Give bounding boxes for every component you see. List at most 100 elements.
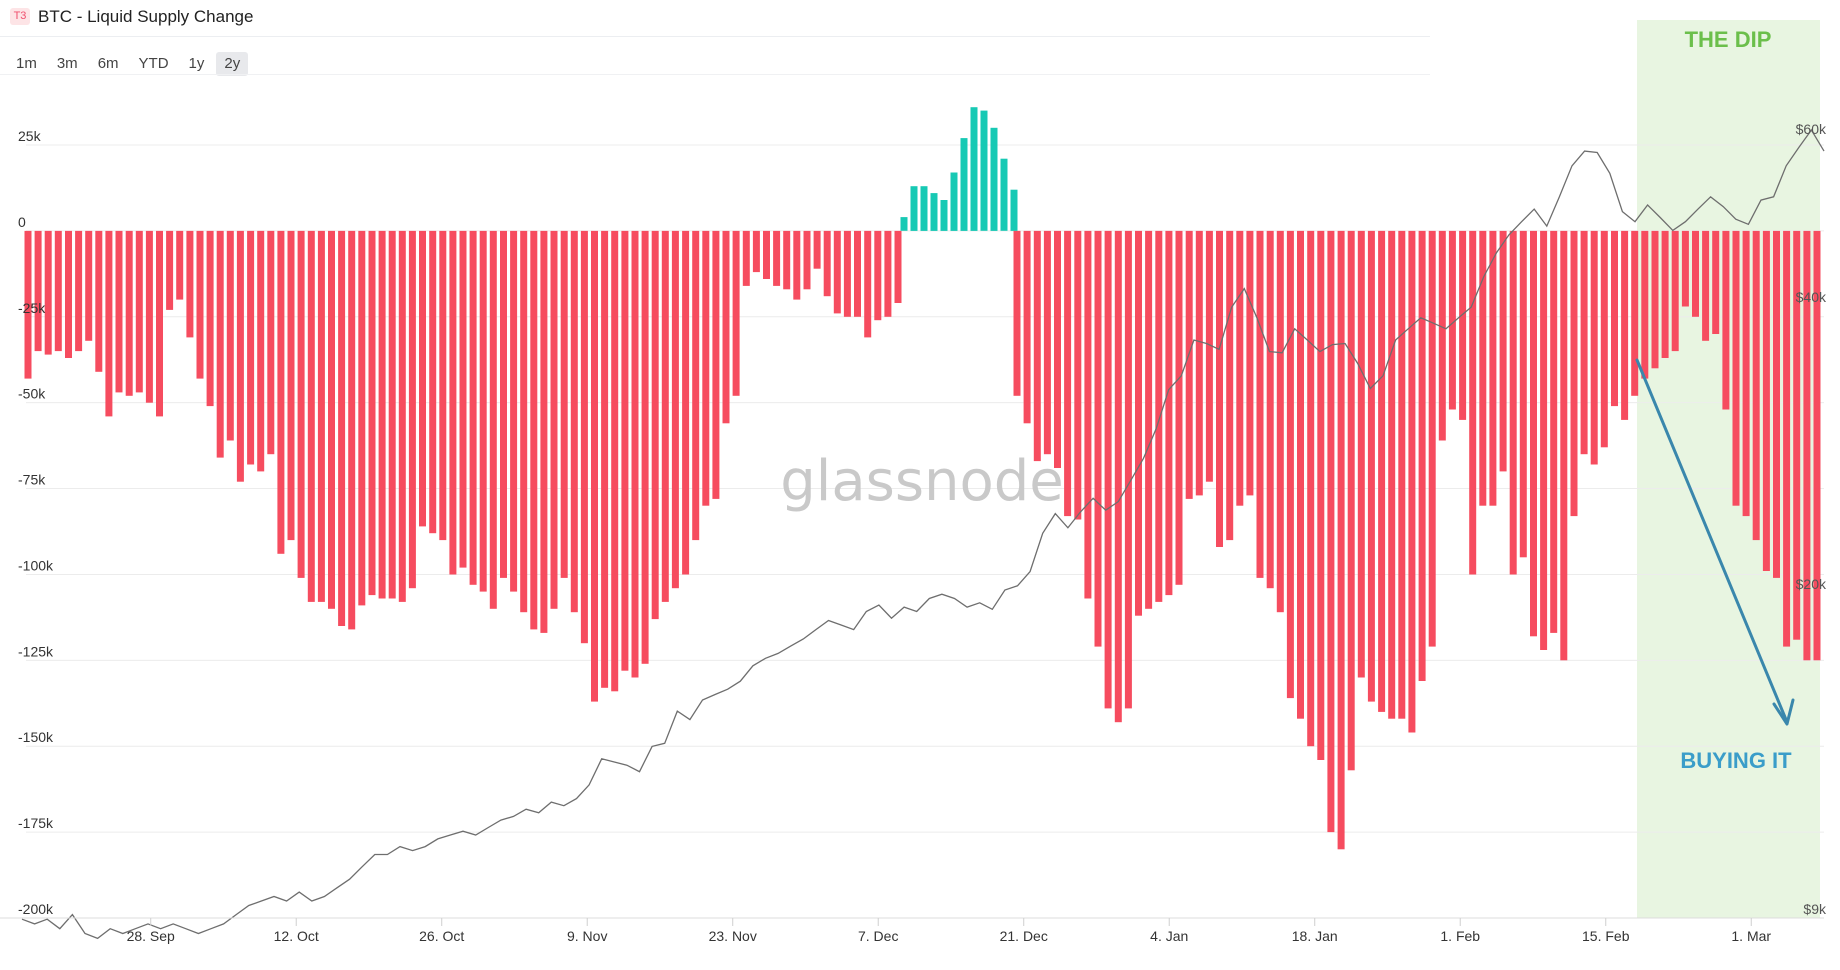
supply-bar — [560, 230, 568, 578]
dip-zone — [1637, 20, 1820, 918]
supply-bar — [732, 230, 740, 396]
chart-header: T3 BTC - Liquid Supply Change — [0, 0, 1430, 37]
supply-bar — [591, 230, 598, 702]
supply-bar — [1367, 230, 1375, 702]
supply-bar — [621, 230, 629, 671]
supply-bar — [419, 230, 426, 527]
supply-bar — [439, 230, 447, 541]
supply-bar — [1388, 230, 1396, 719]
y-tick-label: -75k — [18, 472, 46, 488]
supply-bar — [1337, 230, 1345, 850]
supply-bar — [843, 230, 851, 317]
supply-bar — [1560, 230, 1568, 661]
supply-bar — [920, 186, 928, 231]
x-tick-label: 21. Dec — [1000, 928, 1048, 944]
supply-bar — [1540, 230, 1548, 650]
supply-bar — [206, 230, 214, 407]
supply-bar — [864, 230, 872, 338]
supply-bar — [712, 230, 720, 499]
supply-bar — [459, 230, 467, 568]
supply-bar — [1783, 230, 1791, 647]
supply-bar — [1793, 230, 1801, 640]
y-tick-label: -175k — [18, 815, 54, 831]
x-tick-label: 1. Feb — [1440, 928, 1480, 944]
supply-bar — [1000, 158, 1008, 231]
supply-bar — [1489, 230, 1497, 506]
range-6m[interactable]: 6m — [97, 55, 119, 72]
supply-bar — [297, 230, 305, 578]
supply-bar — [348, 230, 356, 630]
supply-bar — [651, 230, 659, 620]
supply-bar — [1813, 230, 1821, 661]
supply-bar — [1509, 230, 1517, 575]
supply-bar — [1803, 230, 1811, 661]
supply-bar — [95, 230, 103, 372]
supply-bar — [910, 186, 918, 231]
supply-bar — [1459, 230, 1467, 420]
supply-bar — [1519, 230, 1527, 558]
supply-bar — [1600, 230, 1608, 448]
supply-bar — [1074, 230, 1082, 520]
supply-bar — [1013, 230, 1021, 396]
supply-bar — [1499, 230, 1507, 472]
supply-bar — [1033, 230, 1041, 462]
supply-bar — [950, 172, 958, 231]
supply-bar — [449, 230, 457, 575]
supply-bar — [1236, 230, 1244, 506]
price-tick-label: $20k — [1796, 576, 1827, 592]
supply-bar — [601, 230, 609, 688]
supply-bar — [24, 230, 32, 379]
supply-bar — [1641, 230, 1649, 379]
range-2y[interactable]: 2y — [216, 52, 249, 76]
y-tick-label: -25k — [18, 300, 46, 316]
supply-bar — [1145, 230, 1153, 609]
watermark: glassnode — [780, 449, 1064, 514]
supply-bar — [105, 230, 113, 417]
supply-bar — [1010, 189, 1018, 231]
range-1m[interactable]: 1m — [16, 55, 37, 72]
supply-bar — [368, 230, 376, 596]
x-tick-label: 15. Feb — [1582, 928, 1630, 944]
range-3m[interactable]: 3m — [56, 55, 78, 72]
supply-bar — [1084, 230, 1092, 599]
dip-annotation: THE DIP — [1685, 27, 1772, 52]
supply-bar — [1023, 230, 1031, 424]
supply-bar — [671, 230, 679, 589]
supply-bar — [75, 230, 83, 352]
supply-bar — [1205, 230, 1213, 482]
supply-bar — [378, 230, 386, 599]
supply-bar — [702, 230, 710, 506]
supply-bar — [358, 230, 366, 606]
supply-bar — [186, 230, 194, 338]
supply-bar — [1094, 230, 1102, 647]
supply-bar — [85, 230, 93, 341]
supply-bar — [803, 230, 811, 290]
buy-annotation: BUYING IT — [1680, 748, 1792, 773]
supply-bar — [1418, 230, 1426, 681]
supply-bar — [236, 230, 244, 482]
supply-bar — [742, 230, 750, 286]
supply-bar — [1428, 230, 1436, 647]
supply-bar — [1104, 230, 1112, 709]
price-tick-label: $40k — [1796, 289, 1827, 305]
x-tick-label: 9. Nov — [567, 928, 607, 944]
supply-bar — [1246, 230, 1254, 496]
supply-bar — [930, 193, 938, 231]
x-tick-label: 7. Dec — [858, 928, 898, 944]
range-1y[interactable]: 1y — [188, 55, 205, 72]
supply-bar — [520, 230, 528, 613]
supply-bar — [1195, 230, 1203, 496]
supply-bar — [1226, 230, 1234, 541]
supply-bar — [894, 230, 902, 303]
supply-bar — [65, 230, 72, 358]
supply-bar — [34, 230, 42, 352]
supply-bar — [166, 230, 174, 310]
range-ytd[interactable]: YTD — [138, 55, 169, 72]
supply-bar — [1327, 230, 1335, 833]
supply-bar — [854, 230, 861, 317]
supply-bar — [388, 230, 396, 599]
supply-bar — [1165, 230, 1173, 596]
supply-bar — [469, 230, 477, 585]
supply-bar — [1398, 230, 1406, 719]
supply-bar — [1742, 230, 1750, 517]
